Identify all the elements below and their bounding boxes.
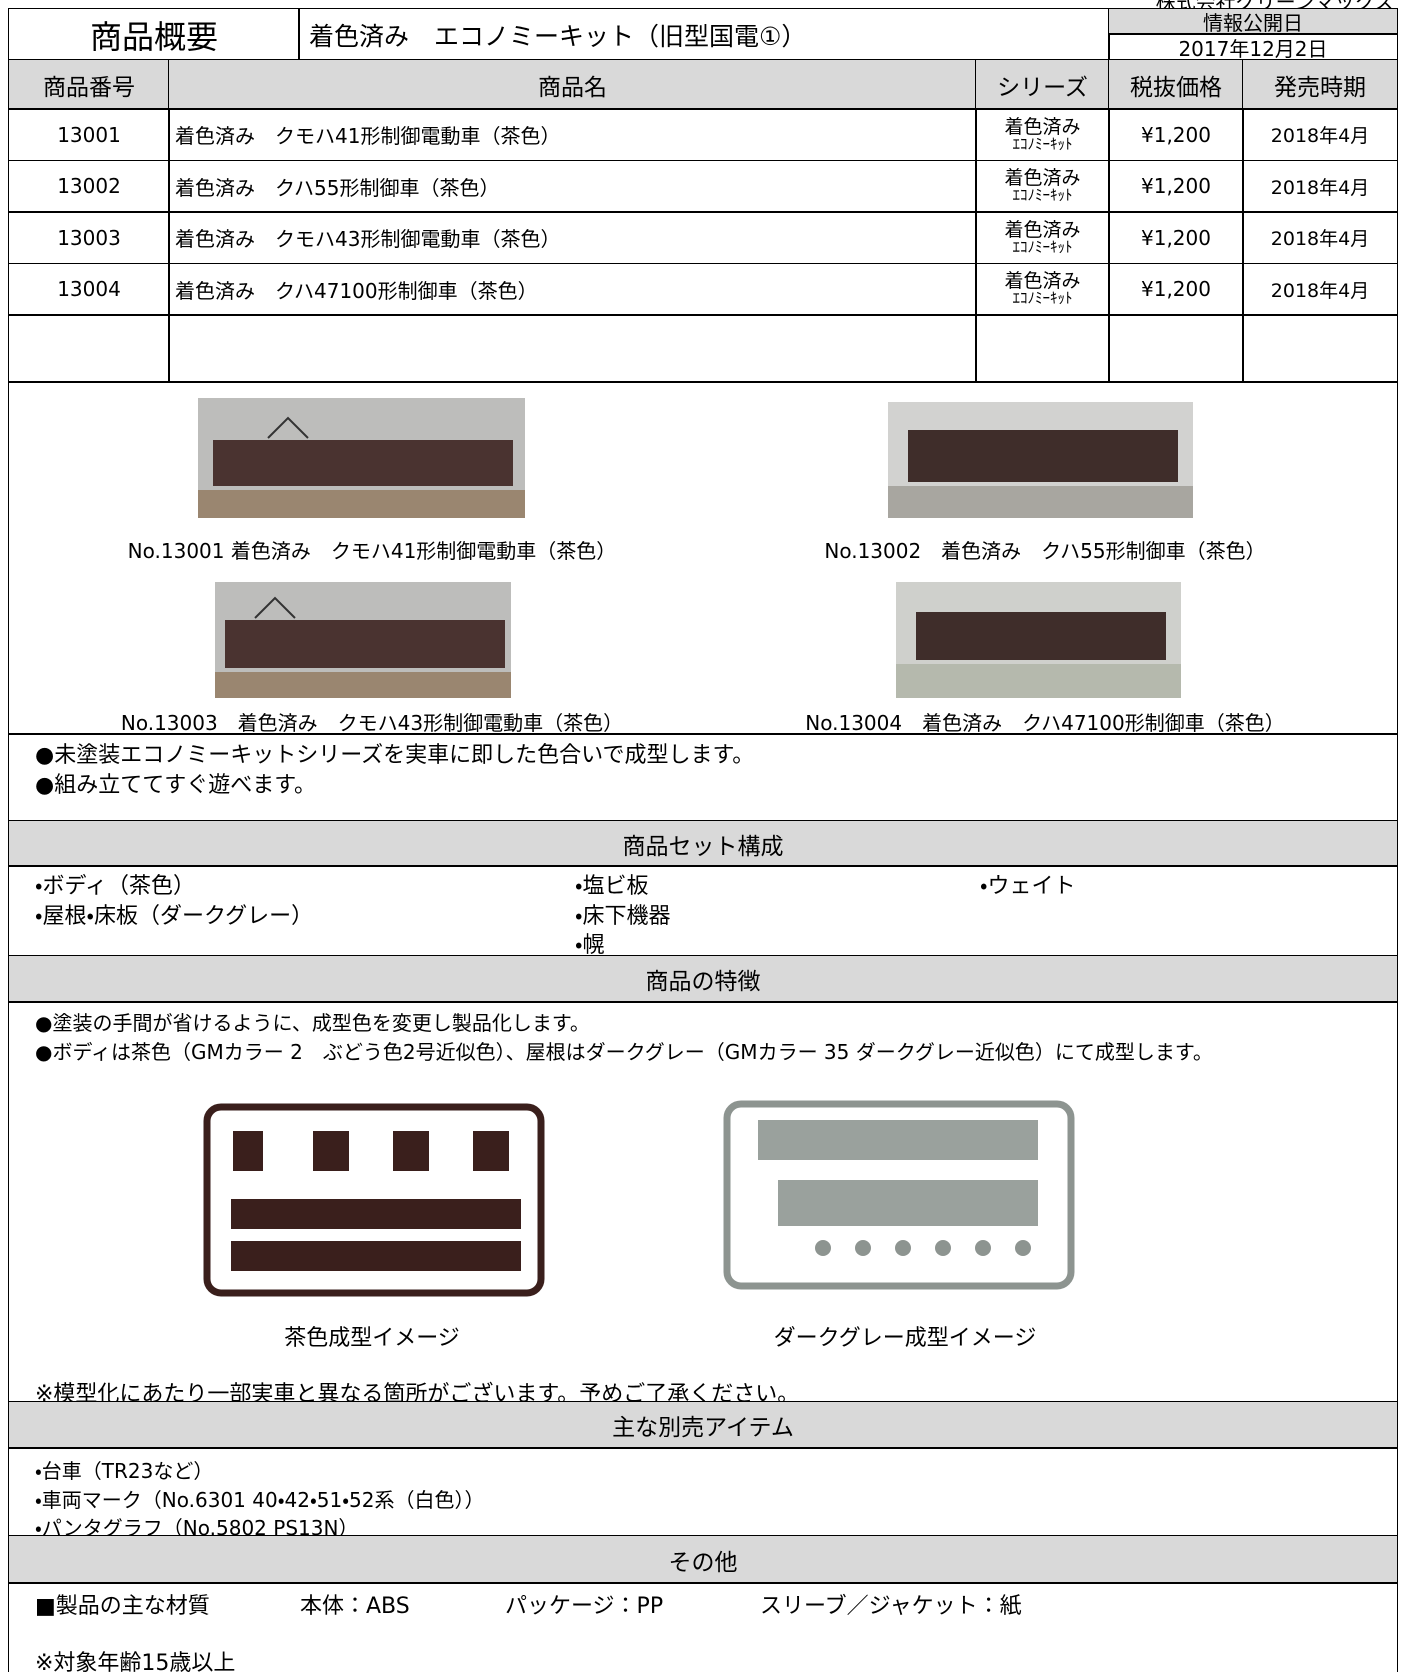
product-number: 13003 — [8, 211, 170, 264]
photo-caption: No.13004 着色済み クハ47100形制御車（茶色） — [805, 711, 1285, 735]
release: 2018年4月 — [1242, 108, 1398, 161]
set-item: ・ボディ（茶色） — [35, 874, 195, 899]
material: 本体：ABS — [300, 1594, 410, 1619]
header-title: 着色済み エコノミーキット（旧型国電①） — [298, 8, 1110, 61]
release: 2018年4月 — [1242, 211, 1398, 264]
price: ¥1,200 — [1108, 211, 1244, 264]
age-note: ※対象年齢15歳以上 — [35, 1651, 236, 1672]
section-header: 商品の特徴 — [8, 955, 1398, 1003]
other-section — [8, 1582, 1398, 1672]
series: ｴｺﾉﾐｰｷｯﾄ — [1012, 134, 1073, 153]
series: 着色済み — [1004, 218, 1081, 241]
price: ¥1,200 — [1108, 108, 1244, 161]
set-item: ・屋根・床板（ダークグレー） — [35, 904, 314, 929]
material: パッケージ：PP — [505, 1594, 664, 1619]
product-name: 着色済み クモハ41形制御電動車（茶色） — [168, 108, 977, 161]
empty-cell — [1108, 314, 1244, 383]
empty-cell — [168, 314, 977, 383]
column-header: 税抜価格 — [1108, 59, 1244, 110]
set-item: ・塩ビ板 — [575, 874, 649, 899]
release: 2018年4月 — [1242, 262, 1398, 316]
photo — [198, 398, 525, 518]
series: ｴｺﾉﾐｰｷｯﾄ — [1012, 237, 1073, 256]
photo-section — [8, 381, 1398, 735]
sprue-image — [203, 1103, 545, 1297]
info-date: 2017年12月2日 — [1108, 33, 1398, 61]
series-cell: 着色済み ｴｺﾉﾐｰｷｯﾄ — [975, 211, 1110, 264]
accessory-item: ・台車（TR23など） — [35, 1459, 214, 1483]
price: ¥1,200 — [1108, 262, 1244, 316]
set-item: ・ウェイト — [980, 874, 1076, 899]
feature-line: ●塗装の手間が省けるように、成型色を変更し製品化します。 — [35, 1011, 590, 1035]
column-header: 商品番号 — [8, 59, 170, 110]
material-label: ■製品の主な材質 — [35, 1594, 210, 1619]
series-cell: 着色済み ｴｺﾉﾐｰｷｯﾄ — [975, 262, 1110, 316]
photo-caption: No.13001 着色済み クモハ41形制御電動車（茶色） — [127, 539, 617, 563]
empty-cell — [1242, 314, 1398, 383]
product-number: 13001 — [8, 108, 170, 161]
series: 着色済み — [1004, 270, 1081, 292]
photo — [215, 582, 511, 698]
photo-caption: No.13003 着色済み クモハ43形制御電動車（茶色） — [120, 711, 624, 735]
header-label: 商品概要 — [8, 8, 300, 61]
product-number: 13002 — [8, 159, 170, 213]
series: ｴｺﾉﾐｰｷｯﾄ — [1012, 186, 1073, 204]
bullet: ●未塗装エコノミーキットシリーズを実車に即した色合いで成型します。 — [35, 743, 755, 768]
photo — [888, 402, 1193, 518]
material: スリーブ／ジャケット：紙 — [760, 1594, 1022, 1619]
product-number: 13004 — [8, 262, 170, 316]
column-header: 商品名 — [168, 59, 977, 110]
section-header: 主な別売アイテム — [8, 1401, 1398, 1449]
column-header: 発売時期 — [1242, 59, 1398, 110]
feature-line: ●ボディは茶色（GMカラー 2 ぶどう色2号近似色）、屋根はダークグレー（GMカ… — [35, 1040, 1213, 1064]
info-label: 情報公開日 — [1108, 8, 1398, 35]
product-name: 着色済み クハ55形制御車（茶色） — [168, 159, 977, 213]
series: 着色済み — [1004, 167, 1081, 189]
section-header: 商品セット構成 — [8, 820, 1398, 867]
photo — [896, 582, 1181, 698]
set-item: ・床下機器 — [575, 904, 671, 929]
accessory-item: ・車両マーク（No.6301 40・42・51・52系（白色）） — [35, 1488, 485, 1512]
sprue-caption: ダークグレー成型イメージ — [773, 1326, 1037, 1351]
series-cell: 着色済み ｴｺﾉﾐｰｷｯﾄ — [975, 159, 1110, 213]
section-header: その他 — [8, 1535, 1398, 1584]
release: 2018年4月 — [1242, 159, 1398, 213]
product-name: 着色済み クハ47100形制御車（茶色） — [168, 262, 977, 316]
empty-cell — [8, 314, 170, 383]
series: ｴｺﾉﾐｰｷｯﾄ — [1012, 289, 1073, 307]
price: ¥1,200 — [1108, 159, 1244, 213]
sprue-image — [723, 1100, 1075, 1290]
series-cell: 着色済み ｴｺﾉﾐｰｷｯﾄ — [975, 108, 1110, 161]
series: 着色済み — [1004, 115, 1081, 138]
empty-cell — [975, 314, 1110, 383]
column-header: シリーズ — [975, 59, 1110, 110]
bullet: ●組み立ててすぐ遊べます。 — [35, 773, 316, 798]
set-item: ・幌 — [575, 933, 605, 958]
photo-caption: No.13002 着色済み クハ55形制御車（茶色） — [824, 539, 1266, 563]
sprue-caption: 茶色成型イメージ — [284, 1326, 460, 1351]
product-name: 着色済み クモハ43形制御電動車（茶色） — [168, 211, 977, 264]
